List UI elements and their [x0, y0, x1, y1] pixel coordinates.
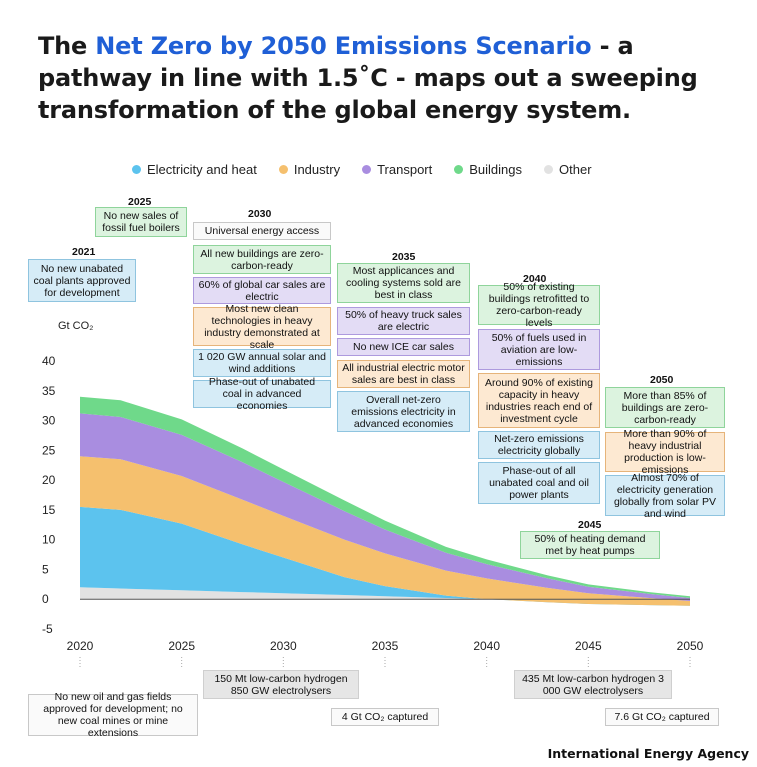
milestone-2025-boilers: No new sales of fossil fuel boilers — [95, 207, 187, 237]
milestone-year-2021: 2021 — [72, 246, 96, 258]
milestone-2030-buildings: All new buildings are zero-carbon-ready — [193, 245, 331, 274]
legend-label-buildings: Buildings — [469, 162, 523, 177]
milestone-2040-aviation: 50% of fuels used in aviation are low-em… — [478, 329, 600, 370]
milestone-2045-heat-pumps: 50% of heating demand met by heat pumps — [520, 531, 660, 559]
x-tick-label: 2045 — [575, 639, 602, 653]
milestone-2035-ice-cars: No new ICE car sales — [337, 338, 470, 356]
milestone-year-2050: 2050 — [650, 374, 674, 386]
milestone-2030-coal-phaseout: Phase-out of unabated coal in advanced e… — [193, 376, 331, 412]
milestone-year-2040: 2040 — [523, 273, 547, 285]
legend-industry: Industry — [278, 162, 341, 177]
milestone-2040-retrofits: 50% of existing buildings retrofitted to… — [478, 281, 600, 329]
milestone-bottom-2050-ccs: 7.6 Gt CO₂ captured — [605, 708, 719, 726]
milestone-2050-solar-wind: Almost 70% of electricity generation glo… — [605, 472, 725, 520]
legend-buildings: Buildings — [454, 162, 522, 177]
legend-swatch-transport — [362, 165, 372, 174]
milestone-2021-coal-plants: No new unabated coal plants approved for… — [28, 259, 136, 302]
milestone-2040-heavy-industry: Around 90% of existing capacity in heavy… — [478, 373, 600, 428]
legend-swatch-electricity — [132, 165, 141, 174]
area-buildings — [80, 396, 690, 599]
y-tick-label: 10 — [42, 533, 56, 547]
x-tick-label: 2020 — [67, 639, 94, 653]
milestone-2035-motors: All industrial electric motor sales are … — [337, 360, 470, 388]
legend-label-transport: Transport — [377, 162, 433, 177]
legend-electricity: Electricity and heat — [132, 162, 257, 177]
milestone-2040-net-zero-electricity: Net-zero emissions electricity globally — [478, 431, 600, 459]
milestone-year-2025: 2025 — [128, 196, 152, 208]
legend-other: Other — [544, 162, 592, 177]
legend-transport: Transport — [362, 162, 432, 177]
y-tick-label: 35 — [42, 384, 56, 398]
milestone-year-2045: 2045 — [578, 519, 602, 531]
y-tick-label: 5 — [42, 562, 49, 576]
milestone-2030-solar-wind: 1 020 GW annual solar and wind additions — [193, 349, 331, 377]
headline-pre: The — [38, 32, 96, 60]
milestone-2050-buildings: More than 85% of buildings are zero-carb… — [605, 387, 725, 428]
milestone-2030-car-sales: 60% of global car sales are electric — [193, 277, 331, 304]
milestone-bottom-2045-hydrogen: 435 Mt low-carbon hydrogen 3 000 GW elec… — [514, 670, 672, 699]
y-tick-label: 0 — [42, 592, 49, 606]
milestone-2050-industry: More than 90% of heavy industrial produc… — [605, 428, 725, 476]
source-credit: International Energy Agency — [547, 746, 749, 761]
area-industry — [80, 456, 690, 606]
headline: The Net Zero by 2050 Emissions Scenario … — [38, 30, 738, 126]
y-tick-label: 25 — [42, 443, 56, 457]
y-tick-label: 30 — [42, 414, 56, 428]
y-axis-label: Gt CO₂ — [58, 320, 93, 332]
milestone-2035-appliances: Most applicances and cooling systems sol… — [337, 263, 470, 303]
milestone-2030-industry-tech: Most new clean technologies in heavy ind… — [193, 303, 331, 351]
milestone-2035-electricity: Overall net-zero emissions electricity i… — [337, 391, 470, 432]
chart-legend: Electricity and heat Industry Transport … — [132, 162, 592, 177]
milestone-bottom-2035-ccs: 4 Gt CO₂ captured — [331, 708, 439, 726]
x-tick-label: 2030 — [270, 639, 297, 653]
y-tick-label: 40 — [42, 354, 56, 368]
milestone-year-2030: 2030 — [248, 208, 272, 220]
y-tick-label: 15 — [42, 503, 56, 517]
x-tick-label: 2035 — [372, 639, 399, 653]
legend-label-industry: Industry — [293, 162, 341, 177]
area-electricity-and-heat — [80, 506, 690, 606]
legend-swatch-buildings — [454, 165, 464, 174]
milestone-year-2035: 2035 — [392, 251, 416, 263]
x-tick-label: 2050 — [677, 639, 704, 653]
y-tick-label: -5 — [42, 622, 53, 636]
headline-highlight: Net Zero by 2050 Emissions Scenario — [95, 32, 592, 60]
x-tick-label: 2025 — [168, 639, 195, 653]
milestone-bottom-2030-hydrogen: 150 Mt low-carbon hydrogen 850 GW electr… — [203, 670, 359, 699]
headline-post: - a pathway in line with 1.5˚C - maps ou… — [38, 32, 698, 124]
legend-swatch-industry — [278, 165, 288, 174]
milestone-2040-coal-oil-phaseout: Phase-out of all unabated coal and oil p… — [478, 462, 600, 504]
area-transport — [80, 413, 690, 602]
milestone-2035-trucks: 50% of heavy truck sales are electric — [337, 307, 470, 335]
legend-label-other: Other — [559, 162, 592, 177]
milestone-2030-energy-access: Universal energy access — [193, 222, 331, 240]
x-tick-label: 2040 — [473, 639, 500, 653]
legend-label-electricity: Electricity and heat — [147, 162, 257, 177]
y-tick-label: 20 — [42, 473, 56, 487]
milestone-bottom-2020-oil-gas: No new oil and gas fields approved for d… — [28, 691, 198, 739]
legend-swatch-other — [544, 165, 554, 174]
